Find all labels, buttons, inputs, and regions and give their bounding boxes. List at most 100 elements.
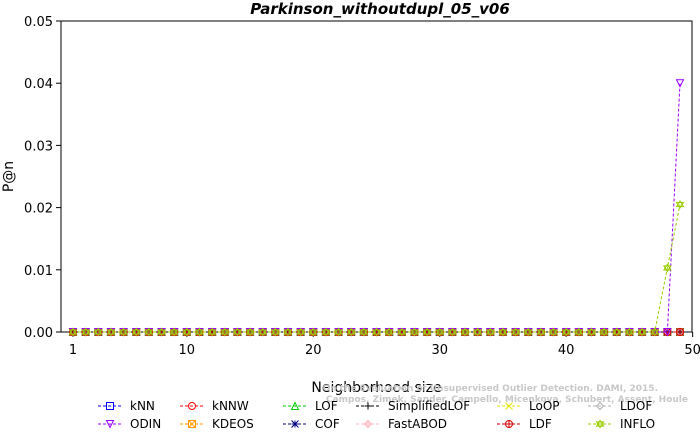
point-inflo-23 <box>346 327 356 337</box>
legend-marker-cof <box>291 420 299 428</box>
watermark-line-1: On the Evaluation of Unsupervised Outlie… <box>323 384 658 394</box>
legend-label-simplifiedlof: SimplifiedLOF <box>388 399 470 413</box>
x-tick-label-50: 50 <box>684 343 700 358</box>
legend-marker-inflo <box>595 419 605 429</box>
axis-ticks: 1 10 20 30 40 50 0.00 0.01 0.02 0.03 0.04 0.05 <box>24 15 700 358</box>
legend-item-simplifiedlof: SimplifiedLOF <box>356 399 470 413</box>
legend-label-fastabod: FastABOD <box>388 417 447 431</box>
point-inflo-5 <box>119 327 128 337</box>
point-inflo-41 <box>574 327 584 337</box>
point-inflo-40 <box>561 327 571 337</box>
point-ldf-49 <box>676 328 684 336</box>
y-tick-label-4: 0.04 <box>24 77 53 92</box>
point-inflo-16 <box>258 327 268 337</box>
legend-label-kdeos: KDEOS <box>212 417 254 431</box>
point-inflo-39 <box>549 327 558 337</box>
legend-marker-ldof <box>595 401 605 411</box>
series-inflo <box>68 200 685 337</box>
y-tick-label-2: 0.02 <box>24 202 53 217</box>
legend-label-knnw: kNNW <box>212 399 249 413</box>
x-tick-label-30: 30 <box>431 343 448 358</box>
legend-marker-loop <box>505 402 513 410</box>
point-inflo-42 <box>587 327 596 337</box>
point-inflo-6 <box>131 327 141 337</box>
point-inflo-3 <box>93 327 103 337</box>
legend-marker-odin <box>105 420 115 429</box>
point-inflo-12 <box>207 327 217 337</box>
x-axis-label: Neighborhood size <box>311 380 441 396</box>
legend-marker-kdeos <box>188 420 196 428</box>
point-inflo-1 <box>68 327 78 337</box>
point-inflo-28 <box>410 327 419 337</box>
point-inflo-26 <box>384 327 394 337</box>
y-tick-label-3: 0.03 <box>24 139 53 154</box>
point-inflo-44 <box>612 327 622 337</box>
legend-marker-fastabod <box>363 419 373 429</box>
point-inflo-20 <box>308 327 318 337</box>
legend-item-ldof: LDOF <box>588 399 652 413</box>
legend-label-ldf: LDF <box>529 417 552 431</box>
watermark-line-2: Campos, Zimek, Sander, Campello, Micenko… <box>326 395 688 405</box>
point-inflo-29 <box>422 327 432 337</box>
legend-label-inflo: INFLO <box>620 417 655 431</box>
legend-item-inflo: INFLO <box>588 417 655 431</box>
legend-item-knnw: kNNW <box>180 399 249 413</box>
point-inflo-7 <box>144 327 154 337</box>
legend-marker-knnw <box>188 402 196 410</box>
legend: kNN kNNW LOF SimplifiedLOF LoOP LDOF ODIN KDEOS… <box>98 399 655 431</box>
legend-label-ldof: LDOF <box>620 399 652 413</box>
legend-item-knn: kNN <box>98 399 155 413</box>
y-axis-label: P@n <box>1 161 17 192</box>
x-tick-label-40: 40 <box>558 343 575 358</box>
point-inflo-25 <box>372 327 381 337</box>
legend-label-knn: kNN <box>130 399 155 413</box>
point-inflo-30 <box>435 327 445 337</box>
x-tick-label-1: 1 <box>69 343 77 358</box>
point-inflo-19 <box>296 327 306 337</box>
point-inflo-21 <box>321 327 331 337</box>
legend-item-odin: ODIN <box>98 417 161 431</box>
series-line-odin <box>73 83 681 333</box>
point-inflo-15 <box>245 327 255 337</box>
legend-label-odin: ODIN <box>130 417 161 431</box>
legend-marker-ldf <box>505 420 513 428</box>
point-inflo-2 <box>81 327 91 337</box>
chart-title: Parkinson_withoutdupl_05_v06 <box>250 0 510 18</box>
point-inflo-8 <box>157 327 166 337</box>
point-inflo-31 <box>447 327 457 337</box>
point-inflo-38 <box>536 327 546 337</box>
legend-item-lof: LOF <box>283 399 338 413</box>
point-inflo-36 <box>511 327 521 337</box>
series-odin <box>68 79 685 337</box>
point-inflo-35 <box>498 327 508 337</box>
point-inflo-48 <box>662 263 672 273</box>
point-inflo-9 <box>169 327 179 337</box>
point-inflo-32 <box>460 327 470 337</box>
legend-marker-simplifiedlof <box>364 402 372 410</box>
point-inflo-43 <box>599 327 609 337</box>
legend-item-kdeos: KDEOS <box>180 417 254 431</box>
legend-item-cof: COF <box>283 417 340 431</box>
point-inflo-22 <box>334 327 343 337</box>
point-odin-48 <box>663 328 672 337</box>
legend-marker-knn <box>106 402 114 410</box>
point-inflo-37 <box>523 327 533 337</box>
series-line-inflo <box>73 204 681 333</box>
y-tick-label-0: 0.00 <box>24 326 53 341</box>
point-inflo-11 <box>195 327 204 337</box>
point-inflo-13 <box>220 327 230 337</box>
point-inflo-4 <box>106 327 116 337</box>
x-tick-label-20: 20 <box>305 343 322 358</box>
point-inflo-49 <box>675 200 685 209</box>
legend-item-ldf: LDF <box>497 417 552 431</box>
point-inflo-14 <box>232 327 242 337</box>
x-tick-label-10: 10 <box>179 343 196 358</box>
plot-frame <box>60 20 693 333</box>
point-inflo-47 <box>650 327 660 337</box>
point-inflo-18 <box>283 327 293 337</box>
y-tick-label-1: 0.01 <box>24 264 53 279</box>
legend-item-fastabod: FastABOD <box>356 417 447 431</box>
series-layer <box>68 79 685 337</box>
point-inflo-10 <box>182 327 192 337</box>
